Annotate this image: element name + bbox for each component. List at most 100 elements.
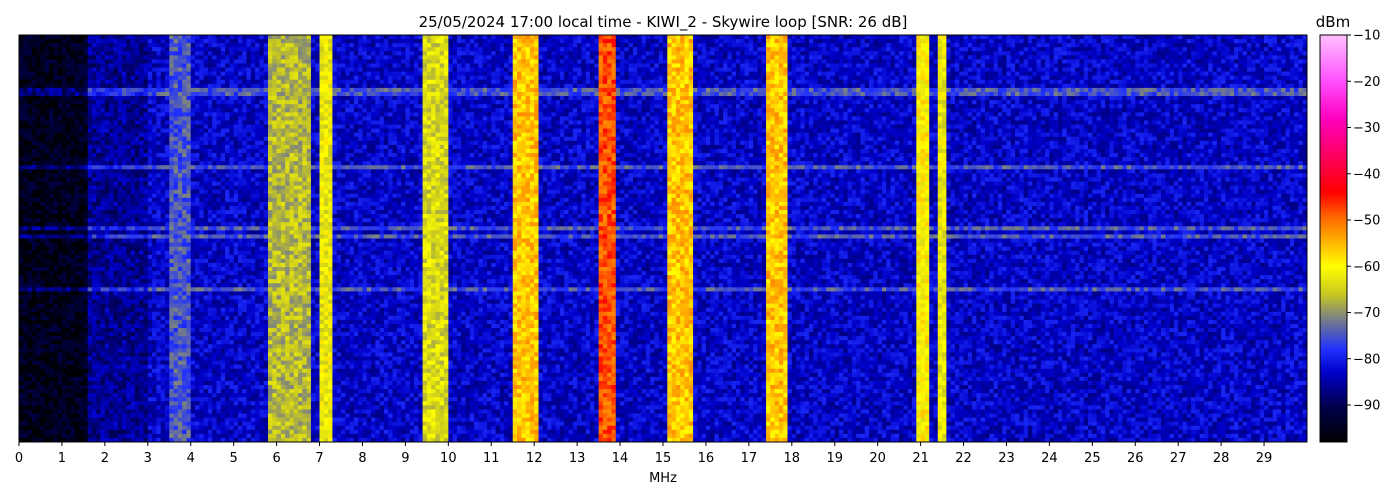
heatmap-cell (113, 79, 119, 85)
heatmap-cell (929, 83, 935, 89)
heatmap-cell (1027, 39, 1033, 44)
heatmap-cell (1015, 63, 1020, 69)
heatmap-cell (19, 83, 24, 89)
heatmap-cell (1161, 47, 1166, 52)
heatmap-cell (1246, 79, 1252, 85)
heatmap-cell (508, 91, 514, 97)
heatmap-cell (663, 71, 668, 77)
heatmap-cell (851, 67, 857, 73)
heatmap-cell (1100, 87, 1106, 93)
heatmap-cell (1281, 55, 1287, 61)
heatmap-cell (796, 96, 801, 101)
heatmap-cell (796, 39, 801, 44)
heatmap-cell (139, 59, 145, 65)
heatmap-cell (474, 91, 479, 97)
heatmap-cell (250, 59, 256, 65)
heatmap-cell (336, 47, 342, 52)
heatmap-cell (1238, 35, 1244, 40)
heatmap-cell (632, 100, 638, 105)
heatmap-cell (195, 83, 200, 89)
heatmap-cell (864, 75, 870, 81)
heatmap-cell (444, 67, 449, 73)
heatmap-cell (341, 47, 346, 52)
heatmap-cell (1088, 67, 1093, 73)
heatmap-cell (693, 96, 698, 101)
heatmap-cell (186, 39, 192, 44)
heatmap-cell (289, 59, 295, 65)
heatmap-cell (203, 79, 209, 85)
heatmap-cell (748, 63, 754, 69)
heatmap-cell (1105, 71, 1111, 77)
heatmap-cell (933, 75, 939, 81)
heatmap-cell (1165, 63, 1171, 69)
heatmap-cell (864, 83, 870, 89)
heatmap-cell (804, 43, 810, 48)
heatmap-cell (615, 35, 621, 40)
heatmap-cell (1113, 83, 1119, 89)
heatmap-cell (663, 59, 668, 65)
heatmap-cell (104, 63, 110, 69)
heatmap-cell (422, 83, 428, 89)
heatmap-cell (890, 35, 896, 40)
heatmap-cell (31, 55, 37, 61)
heatmap-cell (328, 59, 334, 65)
heatmap-cell (1088, 35, 1093, 40)
heatmap-cell (1143, 75, 1149, 81)
heatmap-cell (246, 55, 252, 61)
heatmap-cell (817, 47, 823, 52)
heatmap-cell (379, 63, 385, 69)
heatmap-cell (637, 47, 643, 52)
heatmap-cell (349, 43, 355, 48)
heatmap-cell (791, 67, 797, 73)
heatmap-cell (190, 83, 196, 89)
heatmap-cell (607, 55, 613, 61)
heatmap-cell (332, 83, 338, 89)
heatmap-cell (328, 63, 334, 69)
heatmap-cell (1276, 91, 1282, 97)
heatmap-cell (1216, 91, 1222, 97)
heatmap-cell (864, 79, 870, 85)
heatmap-cell (1221, 71, 1227, 77)
heatmap-cell (431, 71, 437, 77)
heatmap-cell (83, 55, 89, 61)
heatmap-cell (1096, 96, 1102, 101)
heatmap-cell (1156, 96, 1162, 101)
heatmap-cell (924, 91, 930, 97)
heatmap-cell (478, 39, 484, 44)
heatmap-cell (808, 79, 814, 85)
heatmap-cell (774, 51, 780, 56)
heatmap-cell (620, 39, 625, 44)
heatmap-cell (839, 71, 844, 77)
heatmap-cell (186, 55, 192, 61)
heatmap-cell (216, 59, 222, 65)
heatmap-cell (229, 71, 235, 77)
heatmap-cell (426, 51, 432, 56)
heatmap-cell (778, 71, 784, 77)
heatmap-cell (680, 67, 686, 73)
heatmap-cell (748, 100, 754, 105)
heatmap-cell (993, 75, 999, 81)
heatmap-cell (229, 51, 235, 56)
heatmap-cell (1023, 79, 1029, 85)
heatmap-cell (1040, 87, 1046, 93)
heatmap-cell (1148, 83, 1154, 89)
heatmap-cell (1083, 63, 1089, 69)
heatmap-cell (641, 79, 647, 85)
heatmap-cell (336, 79, 342, 85)
heatmap-cell (976, 67, 982, 73)
heatmap-cell (268, 83, 273, 89)
heatmap-cell (972, 75, 978, 81)
heatmap-cell (70, 96, 76, 101)
heatmap-cell (405, 100, 411, 105)
heatmap-cell (66, 59, 72, 65)
heatmap-cell (1075, 79, 1081, 85)
heatmap-cell (907, 91, 913, 97)
heatmap-cell (491, 79, 497, 85)
heatmap-cell (680, 87, 686, 93)
heatmap-cell (371, 59, 376, 65)
heatmap-cell (259, 59, 265, 65)
heatmap-cell (177, 100, 183, 105)
heatmap-cell (791, 100, 797, 105)
heatmap-cell (1015, 83, 1020, 89)
heatmap-cell (302, 91, 308, 97)
